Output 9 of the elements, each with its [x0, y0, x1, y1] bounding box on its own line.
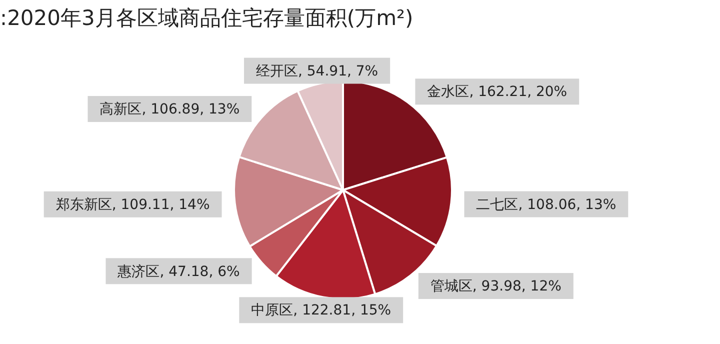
- slice-label: 中原区, 122.81, 15%: [251, 302, 392, 319]
- slice-label: 惠济区, 47.18, 6%: [116, 264, 240, 280]
- slice-label: 经开区, 54.91, 7%: [256, 63, 378, 80]
- slice-label: 管城区, 93.98, 12%: [430, 278, 562, 295]
- slice-label: 高新区, 106.89, 13%: [100, 102, 240, 118]
- slice-label: 二七区, 108.06, 13%: [476, 196, 616, 213]
- chart-title: :2020年3月各区域商品住宅存量面积(万m²): [0, 5, 414, 32]
- slice-label: 郑东新区, 109.11, 14%: [56, 196, 210, 213]
- slice-label: 金水区, 162.21, 20%: [427, 84, 568, 100]
